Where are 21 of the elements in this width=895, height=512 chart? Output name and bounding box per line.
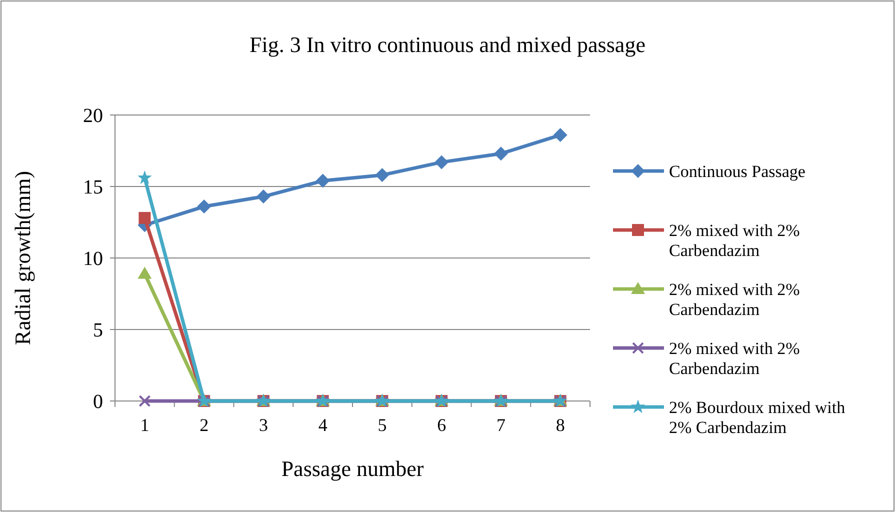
- x-tick-label: 4: [318, 415, 328, 435]
- y-tick-label: 10: [83, 248, 103, 270]
- x-tick-label: 7: [496, 415, 506, 435]
- chart-title: Fig. 3 In vitro continuous and mixed passage: [250, 32, 646, 57]
- legend-label: 2% Bourdoux mixed with 2% Carbendazim: [669, 398, 846, 437]
- x-tick-label: 6: [437, 415, 446, 435]
- legend-label: 2% mixed with 2% Carbendazim: [669, 220, 800, 260]
- y-tick-label: 20: [83, 105, 103, 127]
- x-tick-label: 5: [378, 415, 387, 435]
- y-axis-title: Radial growth(mm): [10, 170, 35, 346]
- x-tick-label: 2: [200, 415, 209, 435]
- y-tick-label: 15: [83, 176, 103, 198]
- legend-label: 2% mixed with 2% Carbendazim: [669, 338, 800, 378]
- legend-label: 2% mixed with 2% Carbendazim: [669, 280, 800, 319]
- y-tick-label: 5: [93, 320, 103, 342]
- x-tick-label: 1: [140, 415, 150, 435]
- x-axis-title: Passage number: [281, 456, 424, 481]
- legend-label: Continuous Passage: [669, 162, 806, 181]
- x-tick-label: 3: [258, 415, 268, 435]
- y-tick-label: 0: [93, 391, 103, 413]
- x-tick-label: 8: [556, 415, 565, 435]
